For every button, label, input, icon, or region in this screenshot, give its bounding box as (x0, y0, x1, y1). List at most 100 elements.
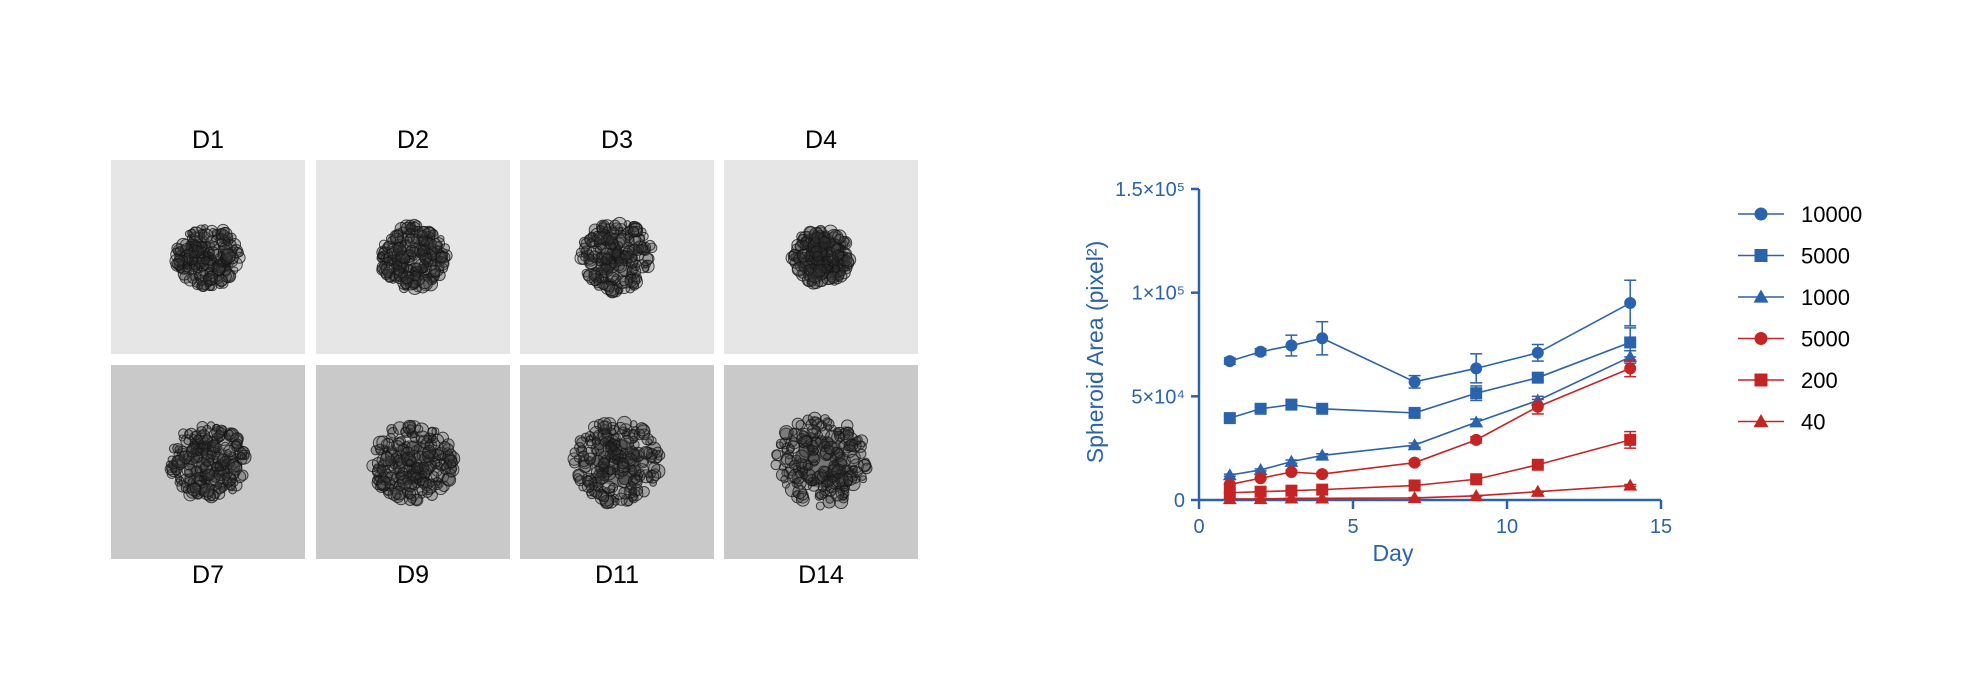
legend-item-4: 200 (1738, 368, 1838, 393)
legend-item-1: 5000 (1738, 244, 1850, 269)
data-point (1253, 492, 1268, 505)
data-point (1624, 297, 1637, 310)
data-point (1254, 472, 1267, 485)
image-label-d11: D11 (594, 561, 639, 589)
image-label-d1: D1 (192, 126, 224, 154)
data-point (1470, 362, 1483, 375)
data-point (1316, 332, 1329, 345)
image-label-d2: D2 (397, 126, 429, 154)
data-point (1530, 484, 1545, 497)
image-label-d9: D9 (397, 561, 429, 589)
image-label-d7: D7 (192, 561, 224, 589)
x-axis-title: Day (1373, 540, 1414, 566)
y-axis-title: Spheroid Area (pixel²) (1082, 241, 1108, 463)
spheroid-micrograph-d1 (111, 160, 305, 354)
spheroid-micrograph-d11 (520, 365, 714, 559)
data-point (1624, 336, 1637, 349)
legend-marker (1754, 332, 1768, 345)
data-point (1624, 433, 1637, 446)
y-tick-label: 1.5×10⁵ (1115, 179, 1185, 201)
data-point (1223, 412, 1236, 425)
data-point (1408, 456, 1421, 469)
legend-item-0: 10000 (1738, 202, 1862, 227)
series-5 (1222, 478, 1638, 505)
data-point (1470, 387, 1483, 400)
data-point (1316, 402, 1329, 415)
series-4 (1223, 430, 1637, 499)
data-point (1531, 458, 1544, 471)
data-point (1316, 483, 1329, 496)
data-point (1408, 406, 1421, 419)
data-point (1408, 375, 1421, 388)
chart-legend: 10000 5000 1000 5000 200 40 (1738, 202, 1862, 435)
spheroid-micrograph-d14 (724, 365, 918, 559)
data-point (1284, 454, 1299, 467)
data-point (1407, 438, 1422, 451)
chart-axes: 0 5×10⁴ 1×10⁵ 1.5×10⁵ 0 5 10 15 (1115, 179, 1672, 538)
legend-item-2: 1000 (1738, 285, 1850, 310)
spheroid-micrograph-d2 (316, 160, 510, 354)
data-point (1315, 448, 1330, 461)
data-point (1254, 345, 1267, 358)
data-point (1222, 468, 1237, 481)
image-label-d3: D3 (601, 126, 633, 154)
y-tick-label: 5×10⁴ (1131, 386, 1185, 408)
data-point (1623, 350, 1638, 363)
data-point (1254, 402, 1267, 415)
data-point (1469, 488, 1484, 502)
data-point (1531, 346, 1544, 359)
data-point (1623, 478, 1638, 491)
y-tick-label: 1×10⁵ (1132, 283, 1185, 305)
legend-marker (1754, 207, 1768, 221)
series-0 (1223, 279, 1637, 389)
data-point (1254, 485, 1267, 498)
x-tick-label: 5 (1347, 516, 1358, 538)
legend-marker (1753, 289, 1769, 303)
legend-label: 5000 (1801, 244, 1850, 269)
x-tick-label: 10 (1496, 516, 1518, 538)
data-point (1284, 491, 1299, 504)
legend-marker (1753, 414, 1769, 428)
data-point (1407, 491, 1422, 504)
data-point (1253, 463, 1268, 476)
legend-label: 5000 (1801, 327, 1850, 352)
legend-marker (1754, 373, 1768, 387)
data-point (1285, 484, 1298, 497)
spheroid-micrograph-d3 (520, 160, 714, 354)
data-point (1223, 355, 1236, 368)
spheroid-image-grid: D1 D2 D3 D4 D7 D9 D11 D14 (111, 126, 918, 589)
image-label-d14: D14 (798, 561, 844, 589)
data-point (1531, 371, 1544, 384)
data-point (1285, 339, 1298, 352)
x-tick-label: 15 (1650, 516, 1672, 538)
y-tick-label: 0 (1174, 490, 1185, 512)
data-point (1408, 479, 1421, 492)
series-2 (1222, 349, 1638, 481)
spheroid-micrograph-d4 (724, 160, 918, 354)
data-point (1285, 398, 1298, 411)
data-point (1470, 473, 1483, 486)
series-1 (1223, 327, 1637, 425)
data-point (1315, 491, 1330, 504)
data-point (1624, 362, 1637, 375)
data-point (1285, 466, 1298, 479)
legend-marker (1754, 249, 1768, 262)
spheroid-micrograph-d7 (111, 365, 305, 559)
data-point (1531, 400, 1544, 413)
data-point (1469, 415, 1484, 428)
chart-series (1222, 279, 1638, 505)
series-3 (1223, 359, 1637, 491)
data-point (1222, 492, 1237, 505)
data-point (1316, 468, 1329, 481)
x-tick-label: 0 (1193, 516, 1204, 538)
image-label-d4: D4 (805, 126, 837, 154)
legend-label: 200 (1801, 368, 1838, 393)
legend-item-5: 40 (1738, 410, 1825, 435)
legend-label: 40 (1801, 410, 1825, 435)
legend-label: 1000 (1801, 285, 1850, 310)
legend-label: 10000 (1801, 202, 1862, 227)
data-point (1470, 433, 1483, 446)
legend-item-3: 5000 (1738, 327, 1850, 352)
spheroid-micrograph-d9 (316, 365, 510, 559)
